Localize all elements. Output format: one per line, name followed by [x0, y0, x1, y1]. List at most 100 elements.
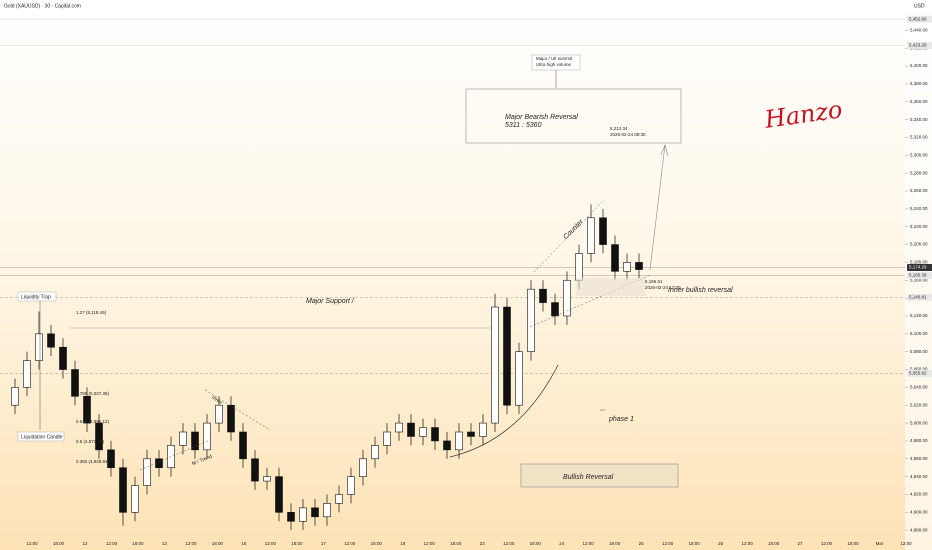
x-tick-label: 26 — [718, 541, 724, 546]
y-tick-label: 5,320.00 — [910, 135, 928, 140]
annotation: phase 1 — [608, 416, 634, 423]
candle-body — [311, 507, 319, 518]
x-tick-label: 12:00 — [344, 541, 356, 546]
y-tick-label: 5,120.00 — [910, 313, 928, 318]
candle-body — [155, 458, 163, 469]
candle-body — [611, 244, 619, 272]
fib-label: 0.5 (4,972.48) — [76, 439, 105, 444]
candle-body — [551, 302, 559, 317]
candle-body — [299, 507, 307, 522]
candle-body — [287, 512, 295, 522]
annotation: 2026-02-24 17:00 — [645, 285, 681, 290]
candle-body — [539, 288, 547, 303]
candle-body — [131, 485, 139, 513]
candle-body — [455, 431, 463, 451]
trend-line — [533, 199, 605, 273]
price-tag-label: 5,165.39 — [909, 273, 927, 278]
candle-body — [527, 288, 535, 352]
x-tick-label: 12:00 — [900, 541, 912, 546]
candle-body — [347, 476, 355, 495]
candle-body — [359, 458, 367, 477]
y-tick-label: 5,300.00 — [910, 152, 928, 157]
trend-line — [139, 439, 211, 471]
candle-body — [71, 369, 79, 397]
y-tick-label: 4,940.00 — [910, 474, 928, 479]
annotation: Inner bullish reversal — [668, 287, 733, 294]
x-tick-label: 18:00 — [212, 541, 224, 546]
y-tick-label: 5,220.00 — [910, 224, 928, 229]
x-tick-label: 12:00 — [821, 541, 833, 546]
candle-body — [47, 333, 55, 348]
x-tick-label: 12:00 — [265, 541, 277, 546]
y-tick-label: 5,400.00 — [910, 63, 928, 68]
candle-body — [563, 279, 571, 317]
candle-body — [635, 262, 643, 270]
price-tag-label: 5,452.60 — [909, 16, 927, 21]
candle-body — [191, 431, 199, 451]
annotation: Inner — [210, 395, 223, 407]
candle-body — [83, 395, 91, 424]
x-tick-label: 18 — [400, 541, 406, 546]
x-tick-label: 18:00 — [291, 541, 303, 546]
x-tick-label: 13 — [162, 541, 168, 546]
candle-body — [215, 404, 223, 424]
y-tick-label: 5,260.00 — [910, 188, 928, 193]
candle-body — [515, 351, 523, 406]
zone — [576, 278, 646, 296]
y-tick-label: 5,240.00 — [910, 206, 928, 211]
candle-body — [143, 458, 151, 486]
price-tag-label: 5,055.62 — [909, 371, 927, 376]
candle-body — [251, 458, 259, 482]
label-box — [17, 291, 57, 302]
price-tag — [907, 271, 932, 279]
x-tick-label: 18:00 — [450, 541, 462, 546]
x-tick-label: 12:00 — [741, 541, 753, 546]
y-tick-label: 5,080.00 — [910, 349, 928, 354]
annotation: Liquidation Candle — [21, 434, 63, 440]
price-tag — [907, 41, 932, 49]
annotation: Liquidity Trap — [21, 294, 51, 300]
y-tick-label: 5,020.00 — [910, 402, 928, 407]
price-tag-label: 5,174.29 — [909, 265, 927, 270]
candle-body — [419, 427, 427, 437]
label-box — [17, 431, 65, 442]
annotation: Ultra high volume — [536, 62, 572, 67]
x-tick-label: 12 — [82, 541, 88, 546]
trend-line — [204, 389, 271, 431]
chart-title: Gold (XAUUSD) · 30 · Capital.com — [4, 3, 81, 9]
candle-body — [23, 360, 31, 388]
annotation: Major Bearish Reversal — [505, 114, 578, 121]
y-tick-label: 5,200.00 — [910, 242, 928, 247]
annotation: 5,212.34 — [610, 126, 628, 131]
y-tick-label: 5,160.00 — [910, 277, 928, 282]
annotation: Major / Ult summit — [536, 56, 573, 61]
x-tick-label: 18:00 — [688, 541, 700, 546]
candle-body — [203, 422, 211, 451]
currency: USD — [914, 3, 925, 9]
candle-body — [263, 476, 271, 482]
annotation: 2026-02-24 09:30 — [610, 132, 646, 137]
candle-body — [587, 217, 595, 254]
x-tick-label: 12:00 — [424, 541, 436, 546]
candle-body — [623, 262, 631, 272]
y-tick-label: 5,340.00 — [910, 117, 928, 122]
x-tick-label: 25 — [639, 541, 645, 546]
candle-body — [371, 445, 379, 460]
candle-body — [443, 440, 451, 451]
candle-body — [227, 404, 235, 433]
x-tick-label: 18:00 — [530, 541, 542, 546]
bullish-box — [520, 463, 679, 488]
fib-label: 1.27 (5,118.49) — [76, 310, 107, 315]
curve — [449, 364, 559, 458]
candle-body — [467, 431, 475, 437]
candle-body — [35, 333, 43, 361]
annotation: 5311 : 5360 — [505, 122, 542, 129]
candle-body — [107, 449, 115, 469]
candle-body — [119, 467, 127, 513]
x-tick-label: 12:00 — [185, 541, 197, 546]
x-tick-label: 24 — [559, 541, 565, 546]
x-tick-label: 12:00 — [26, 541, 38, 546]
candle-body — [599, 217, 607, 245]
